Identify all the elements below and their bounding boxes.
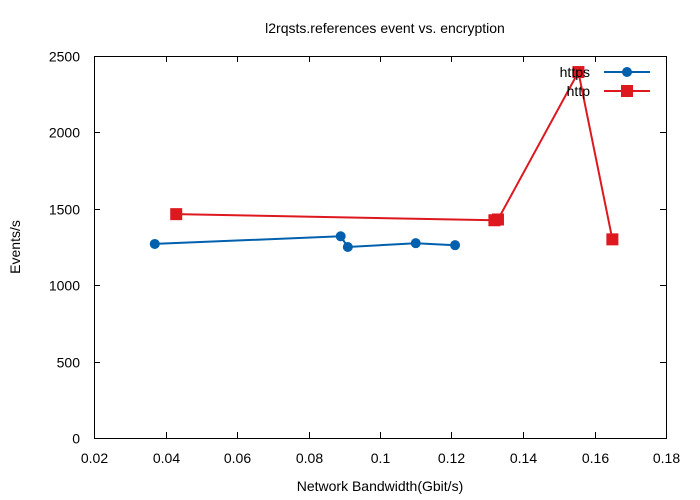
x-tick-label: 0.16 — [582, 450, 609, 466]
y-tick-label: 2000 — [49, 125, 80, 141]
series-https — [149, 231, 461, 252]
data-point-http — [491, 213, 504, 226]
plot-frame — [94, 56, 667, 439]
x-tick-label: 0.02 — [81, 450, 108, 466]
data-point-https — [450, 240, 461, 251]
x-tick-label: 0.12 — [438, 450, 465, 466]
x-tick-label: 0.1 — [371, 450, 391, 466]
data-point-https — [335, 231, 346, 242]
y-axis-label: Events/s — [7, 220, 23, 274]
x-tick-label: 0.18 — [653, 450, 680, 466]
legend-label-https: https — [560, 64, 590, 80]
data-point-http — [170, 208, 183, 221]
data-point-https — [410, 238, 421, 249]
y-tick-label: 2500 — [49, 49, 80, 65]
y-tick-label: 500 — [57, 355, 81, 371]
data-point-https — [149, 238, 160, 249]
y-tick-label: 0 — [72, 431, 80, 447]
x-tick-label: 0.04 — [153, 450, 180, 466]
x-tick-label: 0.06 — [224, 450, 251, 466]
series-layer — [149, 66, 619, 252]
legend-marker-https — [622, 67, 632, 77]
data-point-http — [606, 233, 619, 246]
legend-marker-http — [621, 85, 633, 97]
legend: https http — [560, 64, 650, 99]
x-tick-label: 0.08 — [296, 450, 323, 466]
legend-label-http: http — [567, 83, 591, 99]
x-axis: 0.02 0.04 0.06 0.08 0.1 0.12 0.14 0.16 0.18 — [81, 56, 680, 466]
series-http — [170, 66, 619, 246]
data-point-https — [342, 242, 353, 252]
series-line-http — [176, 69, 614, 240]
series-line-https — [154, 235, 456, 249]
x-tick-label: 0.14 — [510, 450, 537, 466]
data-point-http — [572, 66, 585, 79]
x-axis-label: Network Bandwidth(Gbit/s) — [297, 478, 464, 494]
y-tick-label: 1000 — [49, 278, 80, 294]
y-axis: 0 500 1000 1500 2000 2500 — [49, 49, 666, 447]
chart-title: l2rqsts.references event vs. encryption — [265, 20, 505, 36]
y-tick-label: 1500 — [49, 202, 80, 218]
